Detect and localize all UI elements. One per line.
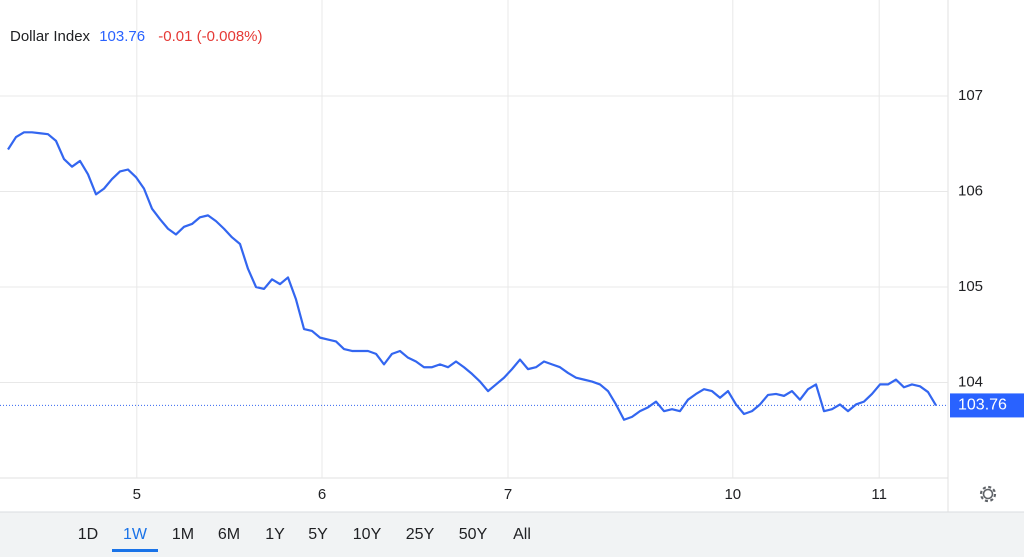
range-button[interactable]: 25Y — [406, 526, 435, 543]
x-tick-label: 6 — [318, 486, 326, 503]
range-bar — [0, 512, 1024, 557]
last-price-tag-label: 103.76 — [958, 397, 1007, 414]
y-tick-label: 105 — [958, 278, 983, 295]
chart-header: Dollar Index 103.76 -0.01 (-0.008%) — [10, 28, 263, 45]
y-tick-label: 107 — [958, 87, 983, 104]
y-tick-label: 106 — [958, 182, 983, 199]
x-tick-label: 11 — [871, 486, 887, 503]
range-button[interactable]: 1D — [78, 526, 98, 543]
range-button[interactable]: 1W — [123, 526, 148, 543]
range-button[interactable]: 6M — [218, 526, 240, 543]
range-button[interactable]: 10Y — [353, 526, 382, 543]
last-price-tag — [950, 393, 1024, 418]
range-button[interactable]: 5Y — [308, 526, 328, 543]
price-line — [7, 131, 937, 421]
range-button[interactable]: 1Y — [265, 526, 285, 543]
y-tick-label: 104 — [958, 373, 983, 390]
x-tick-label: 7 — [504, 486, 512, 503]
last-price: 103.76 — [99, 28, 145, 45]
price-change: -0.01 (-0.008%) — [158, 28, 262, 45]
settings-icon[interactable] — [979, 485, 997, 503]
range-button[interactable]: All — [513, 526, 531, 543]
range-button[interactable]: 1M — [172, 526, 194, 543]
range-button[interactable]: 50Y — [459, 526, 488, 543]
x-tick-label: 5 — [133, 486, 141, 503]
x-tick-label: 10 — [724, 486, 741, 503]
chart-title: Dollar Index — [10, 28, 91, 45]
range-active-underline — [112, 549, 158, 552]
